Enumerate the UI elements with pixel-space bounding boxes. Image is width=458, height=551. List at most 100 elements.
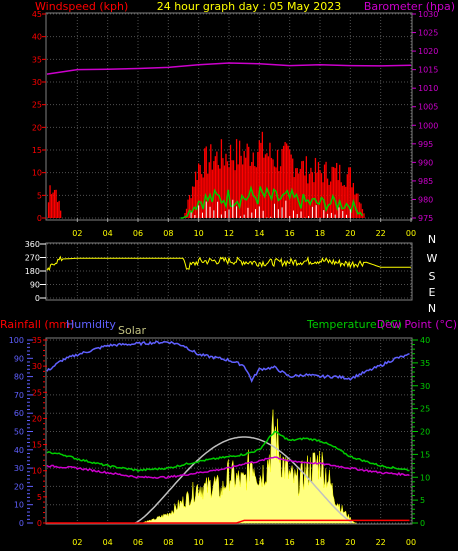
compass-letter: W	[427, 252, 438, 265]
rainfall-tick-label: 25	[32, 388, 42, 397]
barometer-tick-label: 1005	[418, 103, 438, 112]
windspeed-tick-label: 35	[32, 55, 42, 64]
time-tick-label: 18	[315, 229, 325, 238]
windspeed-tick-label: 25	[32, 101, 42, 110]
barometer-tick-label: 1010	[418, 84, 438, 93]
compass-letter: S	[429, 270, 436, 283]
time-tick-label: 04	[103, 538, 113, 547]
compass-letter: E	[429, 286, 436, 299]
humidity-tick-label: 100	[9, 336, 24, 345]
time-tick-label: 16	[285, 538, 295, 547]
humidity-axis-title: Humidity	[66, 318, 116, 331]
rainfall-tick-label: 10	[32, 467, 42, 476]
barometer-tick-label: 1020	[418, 47, 438, 56]
temperature-tick-label: 0	[420, 519, 425, 528]
barometer-tick-label: 1015	[418, 66, 438, 75]
direction-tick-label: 360	[25, 240, 40, 249]
windspeed-tick-label: 20	[32, 123, 42, 132]
windspeed-tick-label: 5	[37, 191, 42, 200]
time-tick-label: 04	[103, 229, 113, 238]
rainfall-tick-label: 5	[37, 493, 42, 502]
time-tick-label: 08	[163, 538, 173, 547]
barometer-tick-label: 980	[418, 195, 433, 204]
rainfall-axis-title: Rainfall (mm)	[0, 318, 74, 331]
time-tick-label: 08	[163, 229, 173, 238]
humidity-tick-label: 20	[14, 482, 24, 491]
barometer-tick-label: 1000	[418, 121, 438, 130]
time-tick-label: 00	[406, 229, 416, 238]
humidity-tick-label: 40	[14, 446, 24, 455]
time-tick-label: 20	[345, 538, 355, 547]
rainfall-tick-label: 15	[32, 441, 42, 450]
temperature-tick-label: 40	[420, 336, 430, 345]
time-tick-label: 18	[315, 538, 325, 547]
barometer-tick-label: 990	[418, 158, 433, 167]
time-tick-label: 06	[133, 538, 143, 547]
rainfall-tick-label: 20	[32, 414, 42, 423]
humidity-tick-label: 30	[14, 464, 24, 473]
time-tick-label: 14	[254, 538, 264, 547]
windspeed-tick-label: 10	[32, 169, 42, 178]
direction-tick-label: 270	[25, 254, 40, 263]
time-tick-label: 14	[254, 229, 264, 238]
temperature-tick-label: 10	[420, 473, 430, 482]
time-tick-label: 10	[194, 229, 204, 238]
humidity-tick-label: 0	[19, 519, 24, 528]
dewpoint-axis-title: Dew Point (°C)	[377, 318, 457, 331]
wind-direction-line	[46, 255, 411, 271]
windspeed-tick-label: 40	[32, 33, 42, 42]
wind-series	[47, 131, 365, 219]
rainfall-tick-label: 35	[32, 336, 42, 345]
rainfall-line	[47, 519, 410, 524]
barometer-tick-label: 985	[418, 177, 433, 186]
direction-tick-label: 0	[35, 294, 40, 303]
rainfall-tick-label: 30	[32, 362, 42, 371]
humidity-tick-label: 10	[14, 501, 24, 510]
barometer-tick-label: 975	[418, 214, 433, 223]
humidity-tick-label: 70	[14, 391, 24, 400]
time-tick-label: 06	[133, 229, 143, 238]
temperature-tick-label: 15	[420, 450, 430, 459]
humidity-line	[46, 340, 410, 383]
solar-area	[142, 409, 357, 524]
time-tick-label: 10	[194, 538, 204, 547]
barometer-line	[46, 62, 412, 75]
windspeed-tick-label: 30	[32, 78, 42, 87]
temperature-tick-label: 20	[420, 428, 430, 437]
time-tick-label: 00	[406, 538, 416, 547]
temperature-tick-label: 30	[420, 382, 430, 391]
barometer-tick-label: 1030	[418, 10, 438, 19]
compass-letter: N	[428, 302, 436, 315]
temperature-tick-label: 5	[420, 496, 425, 505]
barometer-tick-label: 1025	[418, 29, 438, 38]
direction-tick-label: 90	[30, 281, 40, 290]
humidity-tick-label: 80	[14, 373, 24, 382]
time-tick-label: 22	[376, 229, 386, 238]
windspeed-tick-label: 45	[32, 10, 42, 19]
temperature-tick-label: 35	[420, 359, 430, 368]
compass-letter: N	[428, 233, 436, 246]
windspeed-tick-label: 0	[37, 214, 42, 223]
temperature-axis-title: Temperature (°C)	[306, 318, 402, 331]
humidity-tick-label: 90	[14, 354, 24, 363]
humidity-tick-label: 50	[14, 428, 24, 437]
windspeed-axis-title: Windspeed (kph)	[35, 0, 128, 13]
time-tick-label: 02	[72, 229, 82, 238]
time-tick-label: 12	[224, 538, 234, 547]
chart-title: 24 hour graph day : 05 May 2023	[157, 0, 342, 13]
barometer-tick-label: 995	[418, 140, 433, 149]
solar-max-curve	[134, 436, 353, 524]
dewpoint-line	[46, 456, 410, 479]
barometer-axis-title: Barometer (hpa)	[364, 0, 455, 13]
temperature-tick-label: 25	[420, 405, 430, 414]
solar-title: Solar	[118, 324, 147, 337]
temperature-line	[46, 430, 410, 472]
direction-tick-label: 180	[25, 267, 40, 276]
time-tick-label: 12	[224, 229, 234, 238]
time-tick-label: 22	[376, 538, 386, 547]
humidity-tick-label: 60	[14, 409, 24, 418]
windspeed-tick-label: 15	[32, 146, 42, 155]
time-tick-label: 20	[345, 229, 355, 238]
wind-average-line	[180, 185, 364, 219]
